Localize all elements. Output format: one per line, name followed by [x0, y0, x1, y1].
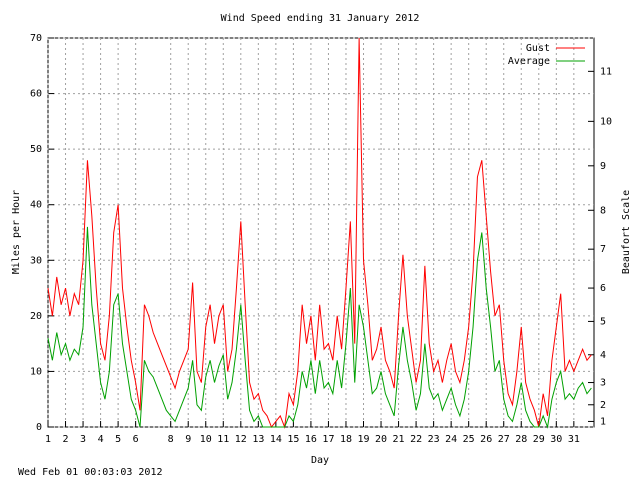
x-tick-label: 6	[133, 434, 139, 445]
x-tick-label: 25	[463, 434, 475, 445]
x-tick-label: 29	[533, 434, 545, 445]
y-tick-label: 40	[30, 200, 42, 211]
y2-tick-label: 2	[600, 400, 606, 411]
y2-axis-label: Beaufort Scale	[621, 190, 632, 274]
x-tick-label: 21	[393, 434, 405, 445]
y2-tick-label: 6	[600, 283, 606, 294]
y-tick-label: 60	[30, 89, 42, 100]
y2-tick-label: 1	[600, 416, 606, 427]
y2-tick-label: 10	[600, 116, 612, 127]
legend-label: Average	[508, 56, 550, 67]
x-tick-label: 18	[340, 434, 352, 445]
y2-tick-label: 3	[600, 378, 606, 389]
y2-tick-label: 4	[600, 350, 606, 361]
y-axis-label: Miles per Hour	[11, 190, 22, 274]
x-tick-label: 2	[63, 434, 69, 445]
x-axis-label: Day	[311, 455, 329, 466]
x-tick-label: 31	[568, 434, 580, 445]
x-tick-label: 28	[515, 434, 527, 445]
x-tick-label: 12	[235, 434, 247, 445]
y-tick-label: 0	[36, 422, 42, 433]
x-tick-label: 30	[550, 434, 562, 445]
y2-tick-label: 9	[600, 161, 606, 172]
x-tick-label: 11	[217, 434, 229, 445]
y2-tick-label: 7	[600, 244, 606, 255]
x-tick-label: 10	[200, 434, 212, 445]
plot-frame	[47, 37, 595, 428]
x-tick-label: 19	[357, 434, 369, 445]
x-tick-label: 1	[45, 434, 51, 445]
x-tick-label: 23	[428, 434, 440, 445]
x-tick-label: 15	[287, 434, 299, 445]
x-tick-label: 20	[375, 434, 387, 445]
x-tick-label: 17	[322, 434, 334, 445]
x-tick-label: 3	[80, 434, 86, 445]
x-tick-label: 14	[270, 434, 282, 445]
footer: Wed Feb 01 00:03:03 2012	[18, 467, 163, 478]
y-tick-label: 10	[30, 366, 42, 377]
x-tick-label: 13	[252, 434, 264, 445]
series-line	[47, 226, 592, 429]
y-tick-label: 70	[30, 33, 42, 44]
x-tick-label: 9	[185, 434, 191, 445]
y2-tick-label: 11	[600, 66, 612, 77]
chart-title: Wind Speed ending 31 January 2012	[221, 13, 420, 24]
y2-tick-label: 8	[600, 205, 606, 216]
y2-tick-label: 5	[600, 316, 606, 327]
x-tick-label: 27	[498, 434, 510, 445]
x-tick-label: 16	[305, 434, 317, 445]
y-tick-label: 50	[30, 144, 42, 155]
x-tick-label: 22	[410, 434, 422, 445]
x-tick-label: 24	[445, 434, 457, 445]
x-tick-label: 8	[168, 434, 174, 445]
legend-label: Gust	[526, 43, 550, 54]
y-tick-label: 30	[30, 255, 42, 266]
x-tick-label: 26	[480, 434, 492, 445]
x-tick-label: 4	[98, 434, 104, 445]
x-tick-label: 5	[115, 434, 121, 445]
series-line	[47, 37, 592, 429]
y-tick-label: 20	[30, 311, 42, 322]
